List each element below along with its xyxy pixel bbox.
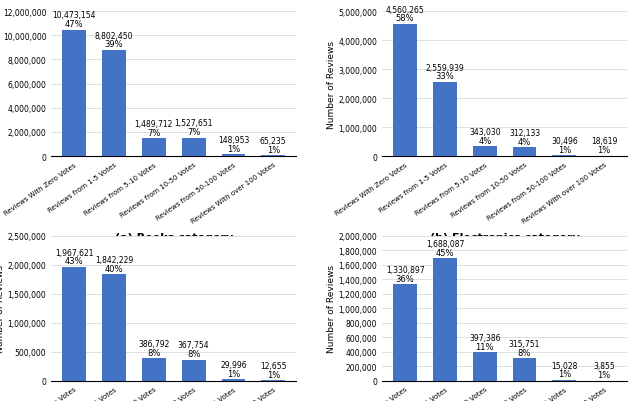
Text: 1%: 1% <box>598 370 611 379</box>
Text: 386,792: 386,792 <box>138 340 170 348</box>
Bar <box>552 156 576 157</box>
Text: 312,133: 312,133 <box>509 129 540 138</box>
Text: 15,028: 15,028 <box>551 361 577 370</box>
Text: (a) Books category: (a) Books category <box>115 232 233 242</box>
Y-axis label: Number of Reviews: Number of Reviews <box>326 41 335 128</box>
Bar <box>62 30 86 157</box>
Text: 2,559,939: 2,559,939 <box>426 63 465 73</box>
Text: 1,688,087: 1,688,087 <box>426 240 464 249</box>
Y-axis label: Number of Reviews: Number of Reviews <box>326 265 336 352</box>
Text: 1,842,229: 1,842,229 <box>95 255 133 264</box>
Text: 4%: 4% <box>518 137 531 146</box>
Text: 1%: 1% <box>557 369 571 379</box>
Text: 8%: 8% <box>187 349 200 358</box>
Text: 65,235: 65,235 <box>260 137 287 146</box>
Text: 33%: 33% <box>436 72 454 81</box>
Text: 30,496: 30,496 <box>551 137 578 146</box>
Text: 4,560,265: 4,560,265 <box>386 6 424 14</box>
Text: 10,473,154: 10,473,154 <box>52 11 96 20</box>
Text: 367,754: 367,754 <box>178 340 209 350</box>
Text: 1,489,712: 1,489,712 <box>134 119 173 129</box>
Text: 1%: 1% <box>227 369 240 378</box>
Text: 343,030: 343,030 <box>469 128 500 137</box>
Text: 397,386: 397,386 <box>469 333 500 342</box>
Text: 36%: 36% <box>396 274 415 283</box>
Text: 47%: 47% <box>65 20 84 29</box>
Bar <box>433 83 457 157</box>
Text: 43%: 43% <box>65 257 84 265</box>
Text: 3,855: 3,855 <box>593 362 615 371</box>
Text: 39%: 39% <box>105 40 124 49</box>
Text: 1%: 1% <box>267 370 280 379</box>
Text: 40%: 40% <box>105 264 124 273</box>
Text: 7%: 7% <box>147 128 161 137</box>
Bar <box>393 285 417 381</box>
Bar <box>473 147 497 157</box>
Text: 1%: 1% <box>227 144 240 154</box>
Bar <box>221 379 245 381</box>
Text: 11%: 11% <box>476 342 494 351</box>
Text: 18,619: 18,619 <box>591 137 618 146</box>
Bar <box>102 274 126 381</box>
Text: (b) Electronics category: (b) Electronics category <box>430 232 580 242</box>
Y-axis label: Number of Reviews: Number of Reviews <box>0 265 5 352</box>
Text: 315,751: 315,751 <box>509 339 540 348</box>
Bar <box>513 358 536 381</box>
Bar <box>221 155 245 157</box>
Text: 1,967,621: 1,967,621 <box>55 248 93 257</box>
Text: 1,330,897: 1,330,897 <box>386 265 424 275</box>
Bar <box>592 156 616 157</box>
Bar <box>182 138 205 157</box>
Text: 8%: 8% <box>518 348 531 356</box>
Bar <box>552 380 576 381</box>
Bar <box>473 352 497 381</box>
Bar <box>142 139 166 157</box>
Bar <box>62 267 86 381</box>
Bar <box>102 51 126 157</box>
Bar <box>433 259 457 381</box>
Text: 8,802,450: 8,802,450 <box>95 31 133 41</box>
Bar <box>513 148 536 157</box>
Text: 12,655: 12,655 <box>260 361 287 370</box>
Bar <box>261 156 285 157</box>
Text: 1,527,651: 1,527,651 <box>174 119 213 128</box>
Text: 58%: 58% <box>396 14 415 23</box>
Bar <box>142 358 166 381</box>
Text: 1%: 1% <box>267 146 280 154</box>
Text: 8%: 8% <box>147 348 161 357</box>
Text: 4%: 4% <box>478 136 492 145</box>
Text: 29,996: 29,996 <box>220 360 247 369</box>
Bar <box>182 360 205 381</box>
Text: 45%: 45% <box>436 248 454 257</box>
Bar <box>393 25 417 157</box>
Bar <box>261 380 285 381</box>
Text: 1%: 1% <box>557 146 571 154</box>
Text: 7%: 7% <box>187 128 200 137</box>
Text: 1%: 1% <box>598 146 611 155</box>
Text: 148,953: 148,953 <box>218 136 249 145</box>
